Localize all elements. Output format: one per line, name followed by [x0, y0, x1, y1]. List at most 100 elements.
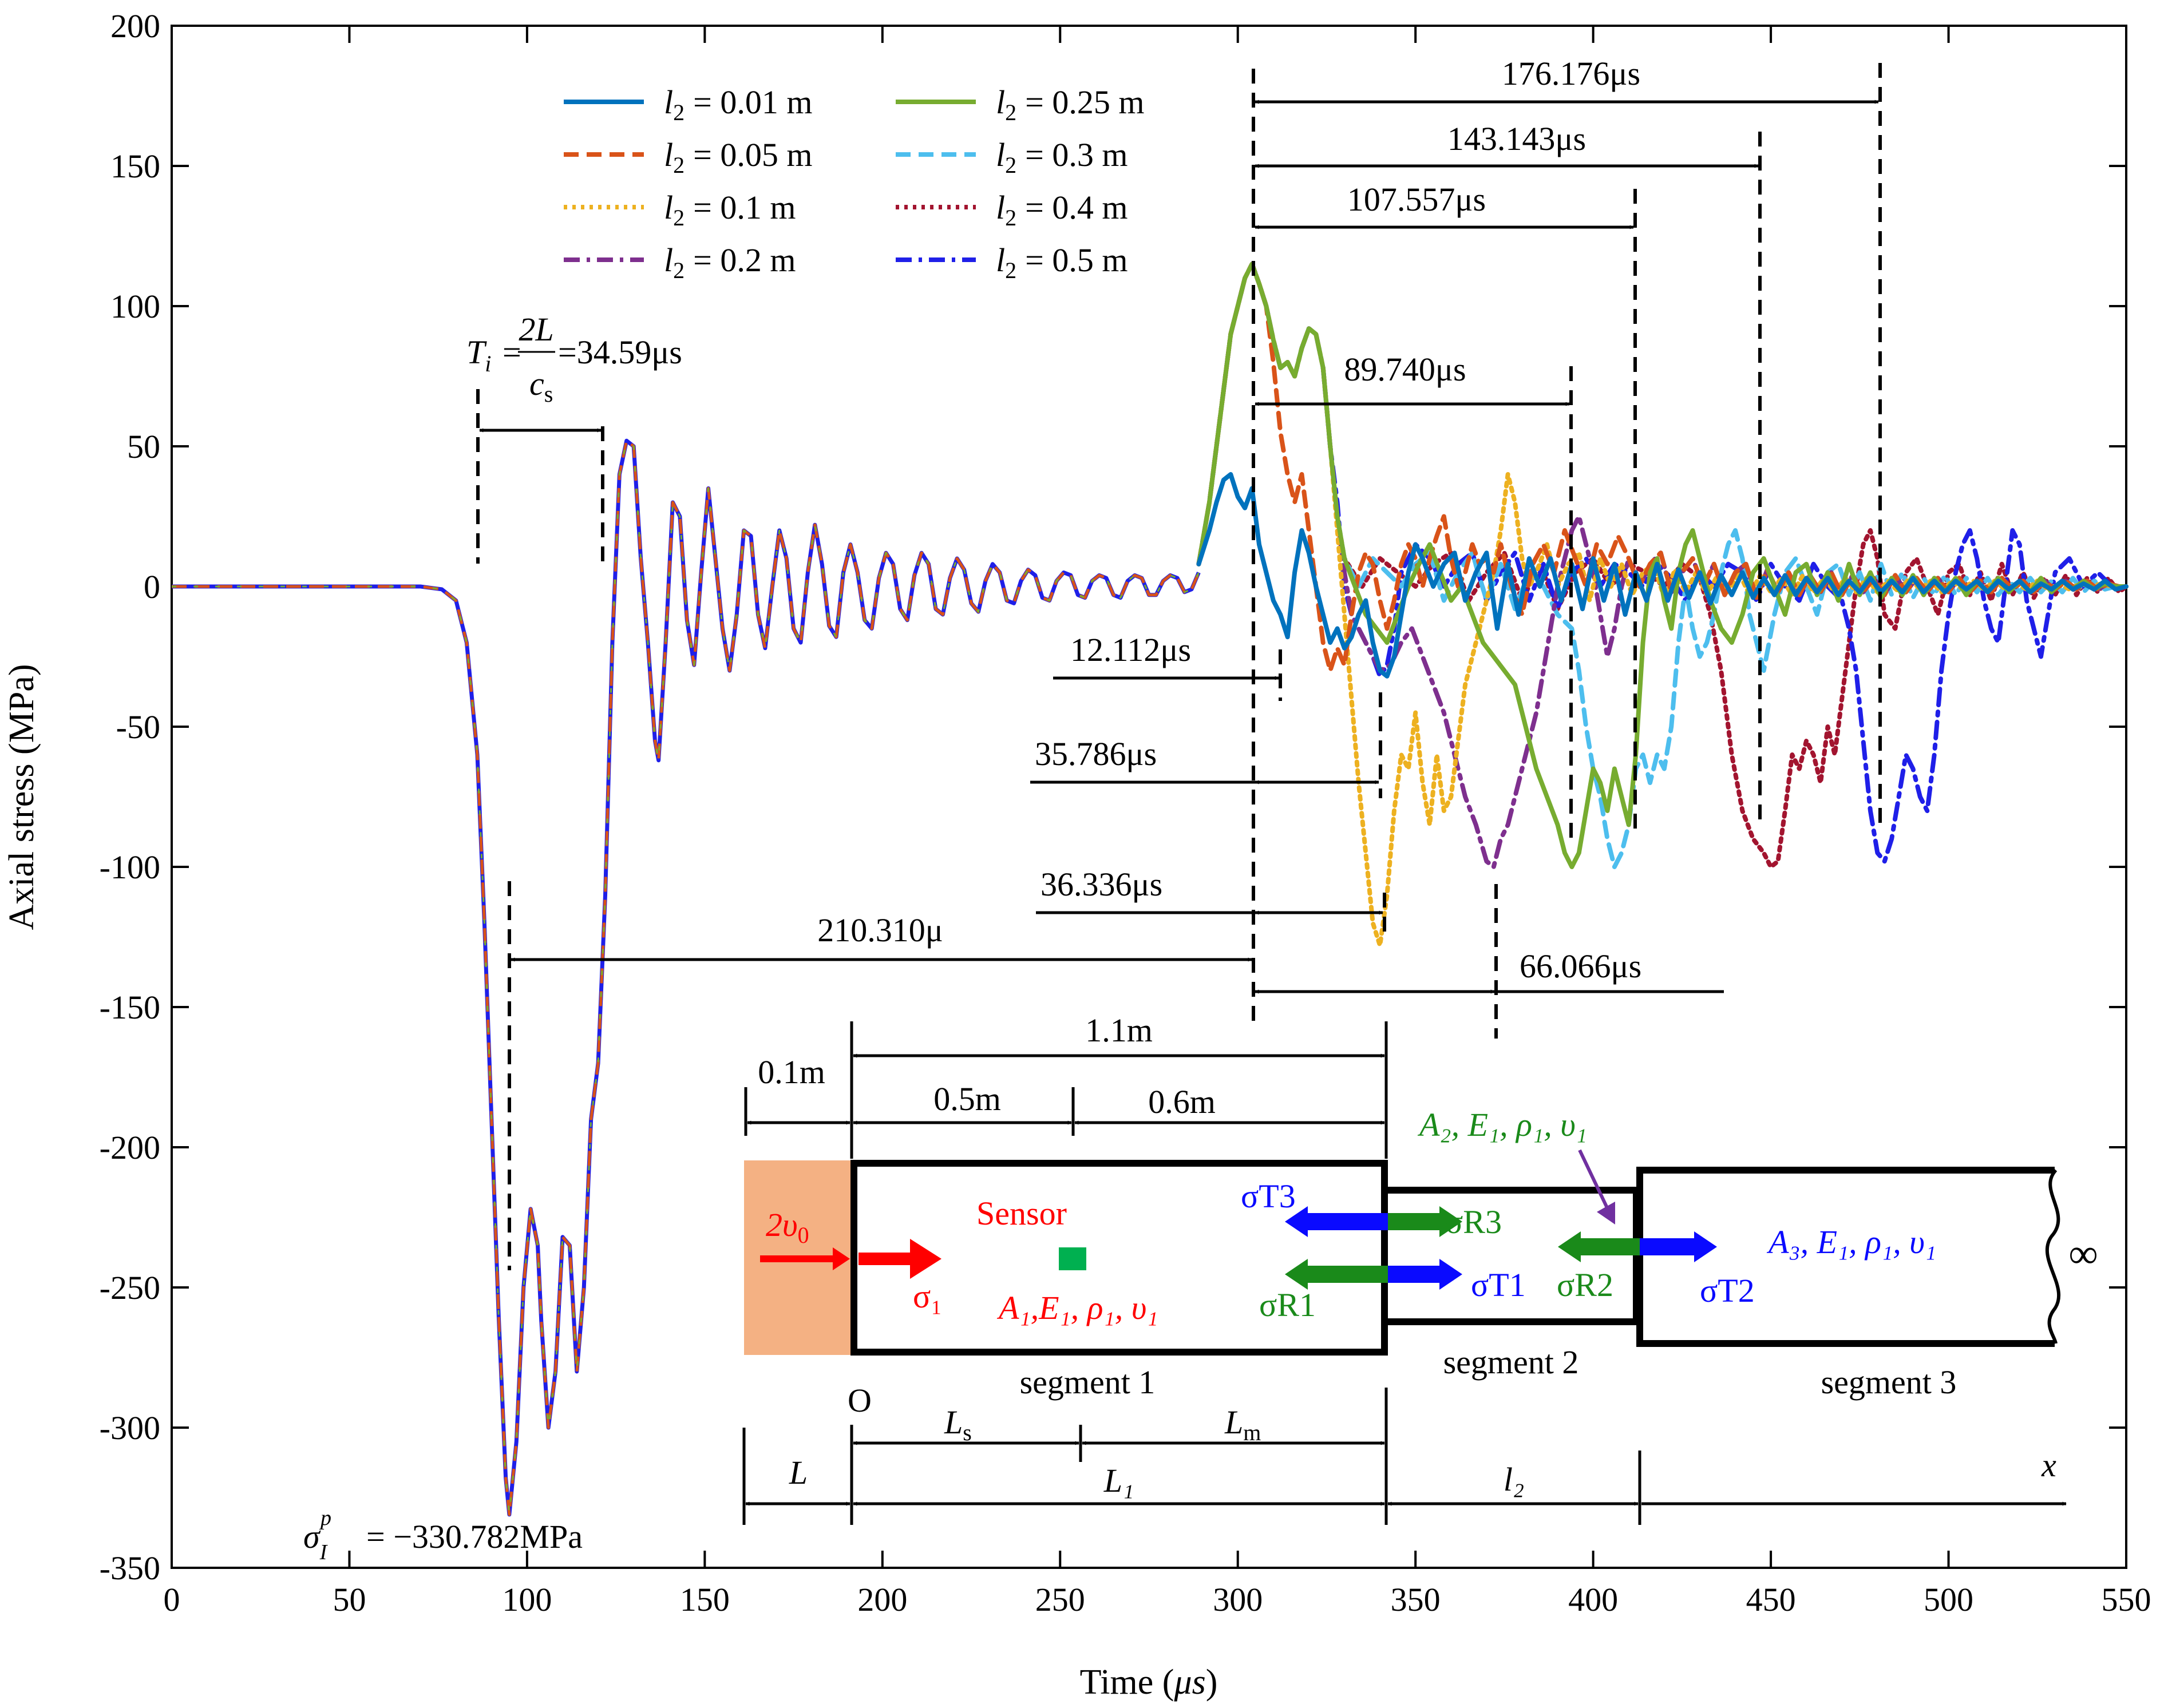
x-tick-label: 350	[1391, 1581, 1441, 1618]
legend-symbol: l	[996, 84, 1005, 121]
dim-0-6-label: 0.6m	[1148, 1083, 1216, 1120]
legend-value: = 0.5 m	[1025, 241, 1127, 279]
legend-value: = 0.3 m	[1025, 136, 1127, 173]
x-label: x	[2041, 1447, 2056, 1484]
y-axis-label: Axial stress (MPa)	[2, 664, 41, 930]
x-axis-label-prefix: Time (	[1080, 1663, 1174, 1702]
lm-symbol: L	[1224, 1404, 1243, 1441]
y-tick-label: 0	[144, 568, 160, 605]
legend-label-0: l2 = 0.01 m	[664, 84, 812, 125]
legend-sub: 2	[1005, 152, 1016, 178]
l-label: L	[789, 1454, 808, 1491]
segment-1	[850, 1160, 1388, 1356]
d12-label: 12.112μs	[1070, 631, 1191, 668]
plot-frame	[171, 25, 2127, 1569]
x-tick-label: 550	[2102, 1581, 2151, 1618]
d107-label: 107.557μs	[1347, 181, 1486, 218]
peak-value: = −330.782MPa	[366, 1518, 583, 1555]
seg2-props-pointer	[1578, 1149, 1610, 1211]
seg2-props: A₂, E₁, ρ₁, υ₁	[1417, 1106, 1587, 1143]
sigma-t1-arrow	[1388, 1259, 1462, 1290]
ti-den: c	[529, 365, 544, 402]
sigma-t3-arrow	[1285, 1206, 1388, 1237]
x-axis-label-symbol: μs	[1173, 1663, 1205, 1702]
y-tick-label: -350	[100, 1550, 160, 1587]
y-tick-label: -300	[100, 1409, 160, 1447]
d66-label: 66.066μs	[1520, 948, 1641, 985]
y-tick-label: -100	[100, 849, 160, 886]
sensor-label: Sensor	[976, 1195, 1067, 1232]
legend-symbol: l	[996, 241, 1005, 279]
legend-symbol: l	[664, 189, 673, 226]
sigma-1-arrowhead	[910, 1239, 941, 1279]
velocity-label: 2υ0	[766, 1206, 809, 1248]
legend-label-2: l2 = 0.1 m	[664, 189, 796, 231]
legend-sub: 2	[673, 152, 685, 178]
ti-symbol: T	[466, 334, 487, 371]
y-tick-label: 200	[110, 7, 160, 45]
lm-label: Lm	[1224, 1404, 1261, 1445]
x-axis-label-suffix: )	[1206, 1663, 1218, 1702]
axis-ticks: 0 50 100 150 200 250 300 350 400 450 500 550-350-30…	[100, 7, 2151, 1618]
sigma-t2-arrow	[1640, 1231, 1717, 1262]
ti-sub: i	[485, 351, 491, 377]
bar-schematic: 1.1m 0.1m 0.5m 0.6m 2υ0 ∞ σ₁ Sensor A₁,E…	[742, 1012, 2098, 1525]
segment-3-label: segment 3	[1821, 1364, 1957, 1401]
segment-2-label: segment 2	[1443, 1344, 1579, 1381]
origin-label: O	[848, 1382, 872, 1419]
legend-value: = 0.05 m	[693, 136, 812, 173]
legend-sub: 2	[673, 257, 685, 283]
sigma-t3-label: σT3	[1241, 1178, 1296, 1215]
series-common-pulse-overlay	[172, 439, 1200, 1516]
y-tick-label: -150	[100, 989, 160, 1026]
legend-value: = 0.01 m	[693, 84, 812, 121]
x-axis-label: Time (μs)	[1080, 1663, 1218, 1702]
velocity-sub: 0	[798, 1222, 809, 1248]
x-tick-label: 300	[1213, 1581, 1263, 1618]
x-tick-label: 450	[1746, 1581, 1796, 1618]
x-tick-label: 0	[164, 1581, 180, 1618]
x-tick-label: 100	[502, 1581, 552, 1618]
legend-symbol: l	[664, 241, 673, 279]
legend-sub: 2	[673, 205, 685, 231]
legend-label-4: l2 = 0.25 m	[996, 84, 1144, 125]
legend-label-3: l2 = 0.2 m	[664, 241, 796, 283]
y-tick-label: -50	[116, 708, 160, 746]
y-tick-label: -250	[100, 1269, 160, 1306]
dim-0-5-label: 0.5m	[933, 1080, 1001, 1117]
legend-label-7: l2 = 0.5 m	[996, 241, 1127, 283]
annotations: Ti = 2L cs =34.59μs σI p = −330.782MPa 2…	[303, 55, 1882, 1564]
sensor-marker	[1059, 1247, 1086, 1270]
legend-label-1: l2 = 0.05 m	[664, 136, 812, 178]
d210-label: 210.310μ	[817, 912, 943, 949]
legend-value: = 0.1 m	[693, 189, 796, 226]
y-tick-label: 150	[110, 148, 160, 185]
legend-value: = 0.25 m	[1025, 84, 1144, 121]
series-layer	[172, 261, 2129, 1517]
d89-label: 89.740μs	[1344, 351, 1466, 388]
ls-sub: s	[963, 1420, 972, 1445]
d176-label: 176.176μs	[1502, 55, 1640, 92]
legend-symbol: l	[664, 84, 673, 121]
x-tick-label: 200	[857, 1581, 907, 1618]
legend-sub: 2	[1005, 100, 1016, 125]
y-tick-label: -200	[100, 1129, 160, 1166]
sigma-r1-arrow	[1285, 1259, 1388, 1290]
peak-sub: I	[319, 1540, 329, 1564]
legend-sub: 2	[673, 100, 685, 125]
legend-label-5: l2 = 0.3 m	[996, 136, 1127, 178]
series-line-0	[1196, 472, 2129, 679]
x-tick-label: 400	[1568, 1581, 1618, 1618]
ti-denominator: cs	[529, 365, 553, 407]
d35-label: 35.786μs	[1035, 735, 1157, 772]
sigma-r3-label: σR3	[1445, 1203, 1502, 1241]
seg1-props: A₁,E₁, ρ₁, υ₁	[996, 1289, 1158, 1326]
sigma-r2-label: σR2	[1557, 1266, 1613, 1303]
peak-label: σI	[303, 1518, 329, 1564]
peak-sup: p	[319, 1506, 331, 1530]
ti-formula: Ti	[466, 334, 491, 377]
velocity-symbol: 2υ	[766, 1206, 798, 1243]
d36-label: 36.336μs	[1041, 866, 1162, 903]
x-tick-label: 500	[1924, 1581, 1973, 1618]
